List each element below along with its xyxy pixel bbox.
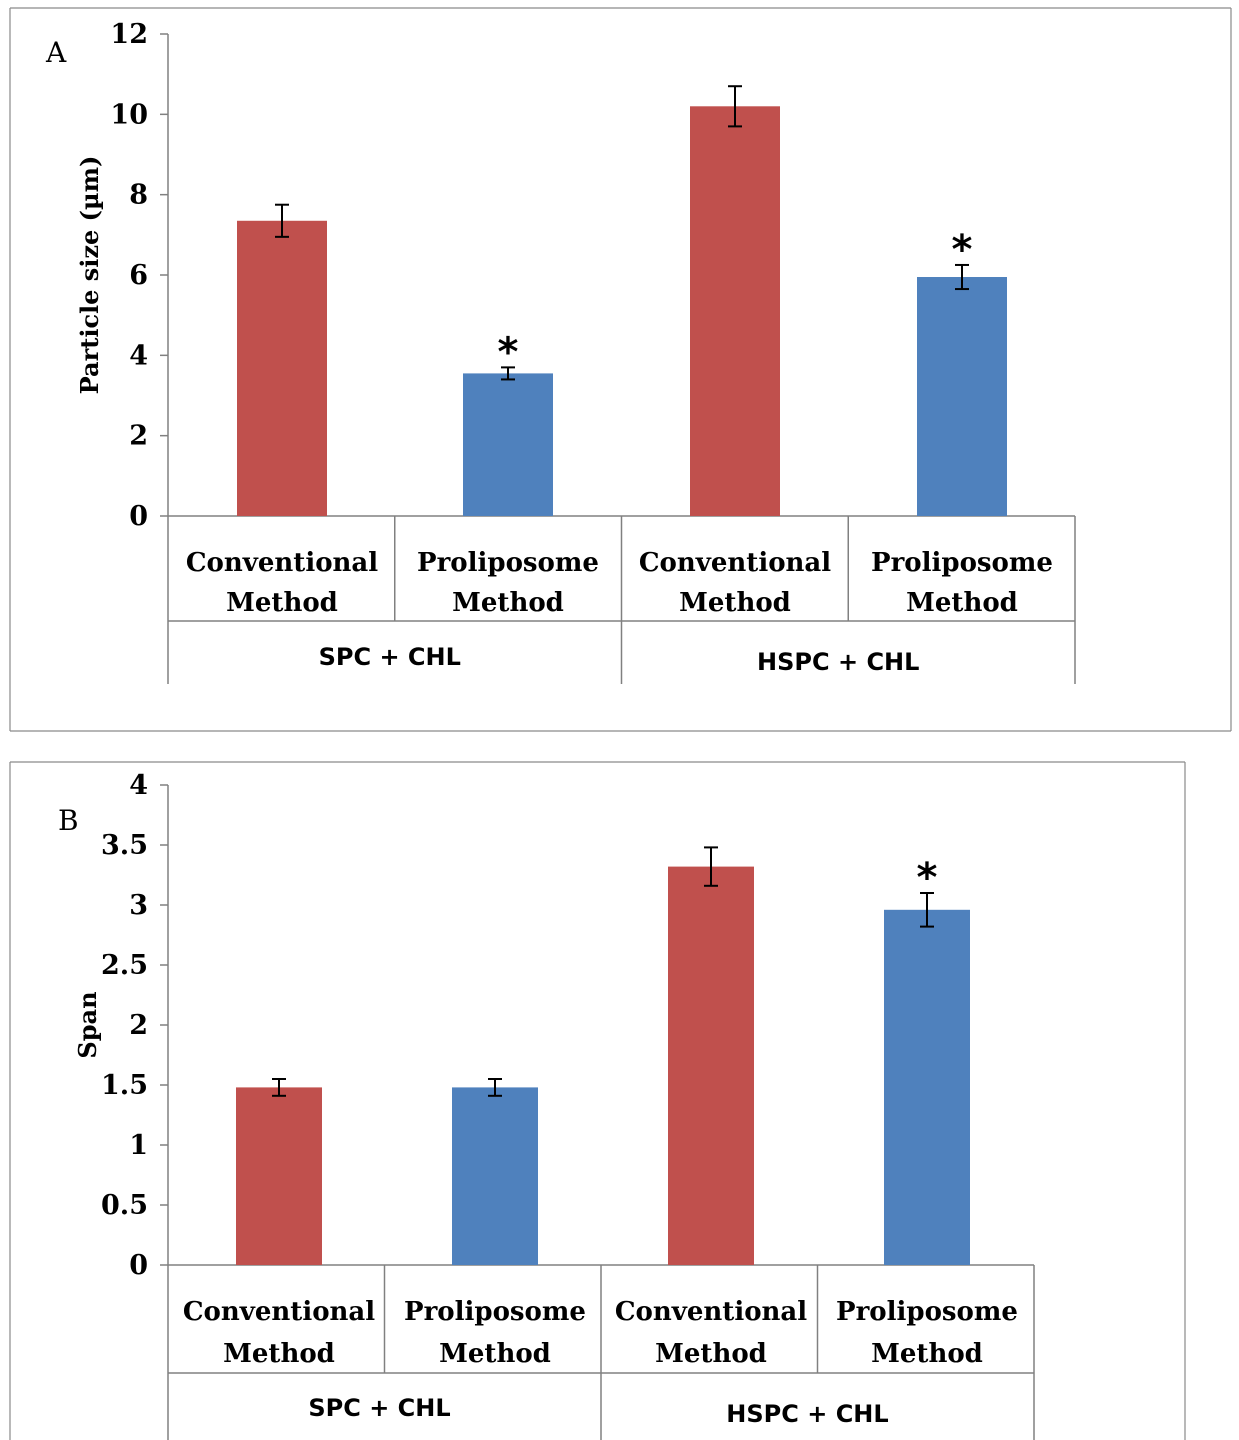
y-tick-label: 4 xyxy=(129,770,148,801)
panel-label: B xyxy=(58,804,79,837)
chart-panel-a: 0 2 4 6 8 10 12 Particle size (µm) A Conventional… xyxy=(9,7,1232,732)
category-label: Method xyxy=(452,588,564,618)
significance-marker: * xyxy=(952,227,973,273)
category-label: Conventional xyxy=(186,548,378,578)
group-label: HSPC + CHL xyxy=(726,1400,888,1428)
category-label: Proliposome xyxy=(404,1297,586,1327)
bar xyxy=(668,866,754,1265)
error-bar xyxy=(501,366,515,381)
category-label: Proliposome xyxy=(871,548,1053,578)
significance-marker: * xyxy=(498,329,519,375)
y-tick-label: 3 xyxy=(129,890,148,921)
y-tick-label: 2.5 xyxy=(101,950,148,981)
error-bar xyxy=(728,85,742,128)
y-axis-label: Span xyxy=(73,991,102,1058)
category-label: Method xyxy=(906,588,1018,618)
group-label: HSPC + CHL xyxy=(757,648,919,676)
bar xyxy=(237,220,327,516)
category-label: Conventional xyxy=(183,1297,375,1327)
bar xyxy=(690,106,780,517)
y-tick-label: 12 xyxy=(110,19,148,50)
y-tick-label: 2 xyxy=(129,421,148,452)
bar xyxy=(452,1087,538,1265)
bar xyxy=(236,1087,322,1265)
bar xyxy=(884,909,970,1265)
group-label: SPC + CHL xyxy=(308,1394,450,1422)
chart-panel-b: 0 0.5 1 1.5 2 2.5 3 3.5 4 Span B Conventional Method… xyxy=(9,761,1186,1440)
category-label: Method xyxy=(679,588,791,618)
category-label: Proliposome xyxy=(836,1297,1018,1327)
group-label: SPC + CHL xyxy=(319,643,461,671)
y-axis-label: Particle size (µm) xyxy=(75,156,104,395)
error-bar xyxy=(275,203,289,238)
error-bar xyxy=(488,1078,502,1097)
category-label: Proliposome xyxy=(417,548,599,578)
category-label: Conventional xyxy=(639,548,831,578)
significance-marker: * xyxy=(917,855,938,901)
y-tick-label: 0 xyxy=(129,1250,148,1281)
y-tick-label: 6 xyxy=(129,260,148,291)
y-tick-label: 2 xyxy=(129,1010,148,1041)
category-label: Method xyxy=(226,588,338,618)
error-bar xyxy=(920,892,934,928)
y-tick-label: 8 xyxy=(129,180,148,211)
y-tick-label: 4 xyxy=(129,340,148,371)
y-tick-label: 1 xyxy=(129,1130,148,1161)
error-bar xyxy=(272,1078,286,1097)
y-tick-label: 10 xyxy=(110,99,148,130)
category-label: Method xyxy=(871,1339,983,1369)
y-tick-label: 1.5 xyxy=(101,1070,148,1101)
y-tick-label: 0.5 xyxy=(101,1190,148,1221)
category-label: Method xyxy=(223,1339,335,1369)
y-tick-label: 0 xyxy=(129,501,148,532)
bar xyxy=(463,373,553,516)
error-bar xyxy=(955,263,969,291)
category-label: Conventional xyxy=(615,1297,807,1327)
category-label: Method xyxy=(439,1339,551,1369)
panel-label: A xyxy=(45,36,67,69)
y-tick-label: 3.5 xyxy=(101,830,148,861)
error-bar xyxy=(704,846,718,887)
bar xyxy=(917,277,1007,516)
category-label: Method xyxy=(655,1339,767,1369)
